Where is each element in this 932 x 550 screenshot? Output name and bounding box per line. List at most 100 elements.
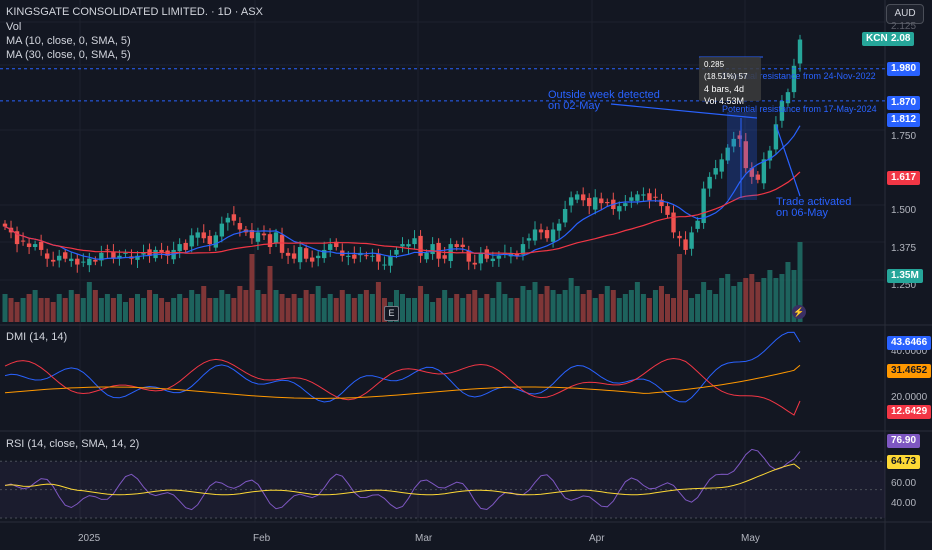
- dmi-pane: [4, 331, 801, 416]
- rsi-legend: RSI (14, close, SMA, 14, 2): [6, 438, 140, 450]
- volume-bar: [598, 294, 604, 322]
- candle-body: [713, 168, 718, 175]
- volume-bar: [532, 282, 538, 322]
- volume-bar: [285, 298, 291, 322]
- candle-body: [141, 252, 146, 255]
- candle-body: [737, 135, 742, 139]
- rsi-tick-40: 40.00: [891, 498, 917, 509]
- volume-bar: [195, 294, 201, 322]
- volume-bar: [550, 290, 556, 322]
- tooltip-change: 0.285 (18.51%) 57: [704, 60, 748, 81]
- volume-bar: [86, 282, 92, 322]
- volume-bar: [237, 286, 243, 322]
- candle-body: [328, 244, 333, 250]
- candle-body: [309, 257, 315, 262]
- volume-bar: [652, 290, 658, 322]
- time-label-may: May: [741, 533, 760, 544]
- candle-body: [574, 194, 580, 200]
- candle-body: [743, 141, 748, 169]
- volume-bar: [327, 294, 333, 322]
- candle-body: [231, 214, 237, 221]
- candle-body: [671, 212, 676, 233]
- volume-bar: [707, 290, 713, 322]
- volume-bar: [544, 286, 550, 322]
- volume-bar: [574, 286, 580, 322]
- volume-bar: [189, 290, 195, 322]
- currency-button[interactable]: AUD: [886, 4, 924, 24]
- candle-body: [749, 168, 755, 177]
- ma30-line: [4, 171, 801, 255]
- volume-bar: [62, 298, 68, 322]
- volume-bar: [225, 294, 231, 322]
- volume-bar: [219, 290, 225, 322]
- volume-bar: [261, 294, 267, 322]
- volume-bar: [74, 294, 80, 322]
- volume-bar: [580, 294, 586, 322]
- volume-bar: [363, 290, 369, 322]
- candle-body: [629, 197, 634, 201]
- candle-body: [520, 244, 526, 255]
- candle-body: [797, 39, 803, 64]
- volume-bar: [725, 274, 731, 322]
- candle-body: [38, 241, 44, 250]
- candle-body: [791, 65, 797, 93]
- volume-bar: [351, 298, 357, 322]
- candle-body: [538, 229, 544, 233]
- volume-bar: [297, 298, 303, 322]
- candle-body: [352, 254, 357, 259]
- earnings-badge[interactable]: E: [384, 306, 399, 321]
- volume-bar: [321, 298, 327, 322]
- candle-body: [117, 255, 122, 259]
- candle-body: [767, 150, 773, 161]
- volume-bar: [183, 298, 189, 322]
- volume-bar: [38, 298, 44, 322]
- ma10-line: [4, 125, 801, 260]
- candle-body: [135, 255, 140, 260]
- volume-bar: [773, 278, 779, 322]
- volume-bar: [743, 278, 749, 322]
- candle-body: [490, 258, 496, 262]
- time-label-apr: Apr: [589, 533, 605, 544]
- candle-body: [105, 249, 110, 251]
- candle-body: [779, 100, 785, 121]
- volume-bar: [448, 298, 454, 322]
- volume-bar: [640, 294, 646, 322]
- volume-bar: [128, 298, 134, 322]
- volume-bar: [80, 298, 86, 322]
- candle-body: [334, 241, 339, 248]
- volume-bar: [478, 298, 484, 322]
- candle-body: [442, 255, 447, 259]
- volume-bar: [604, 286, 610, 322]
- candle-body: [689, 232, 694, 249]
- volume-bar: [454, 294, 460, 322]
- trade-activated-annotation: Trade activated on 06-May: [776, 196, 852, 219]
- price-tick-1375: 1.375: [891, 243, 917, 254]
- time-label-mar: Mar: [415, 533, 433, 544]
- volume-bar: [44, 298, 50, 322]
- volume-bar: [556, 294, 562, 322]
- candle-body: [285, 252, 291, 256]
- volume-bar: [201, 286, 207, 322]
- volume-bar: [249, 254, 255, 322]
- volume-bar: [68, 290, 74, 322]
- measure-tooltip: 0.285 (18.51%) 57 4 bars, 4d Vol 4.53M: [699, 57, 761, 106]
- volume-bar: [116, 294, 122, 322]
- candle-body: [580, 194, 586, 201]
- candle-body: [219, 223, 225, 237]
- candle-body: [731, 138, 736, 147]
- rsi-line: [4, 448, 801, 511]
- outside-week-box: [727, 112, 757, 200]
- volume-bar: [20, 298, 26, 322]
- resistance-may-label: Potential resistance from 17-May-2024: [722, 104, 877, 114]
- candle-body: [719, 159, 724, 172]
- adx-badge: 31.4652: [887, 364, 932, 378]
- flash-icon[interactable]: ⚡: [792, 305, 806, 319]
- volume-bar: [424, 294, 430, 322]
- candle-body: [237, 223, 243, 230]
- price-tick-1500: 1.500: [891, 205, 917, 216]
- volume-bar: [592, 298, 598, 322]
- volume-bar: [243, 290, 249, 322]
- ma30-value-badge: 1.617: [887, 171, 921, 185]
- candle-body: [370, 255, 375, 257]
